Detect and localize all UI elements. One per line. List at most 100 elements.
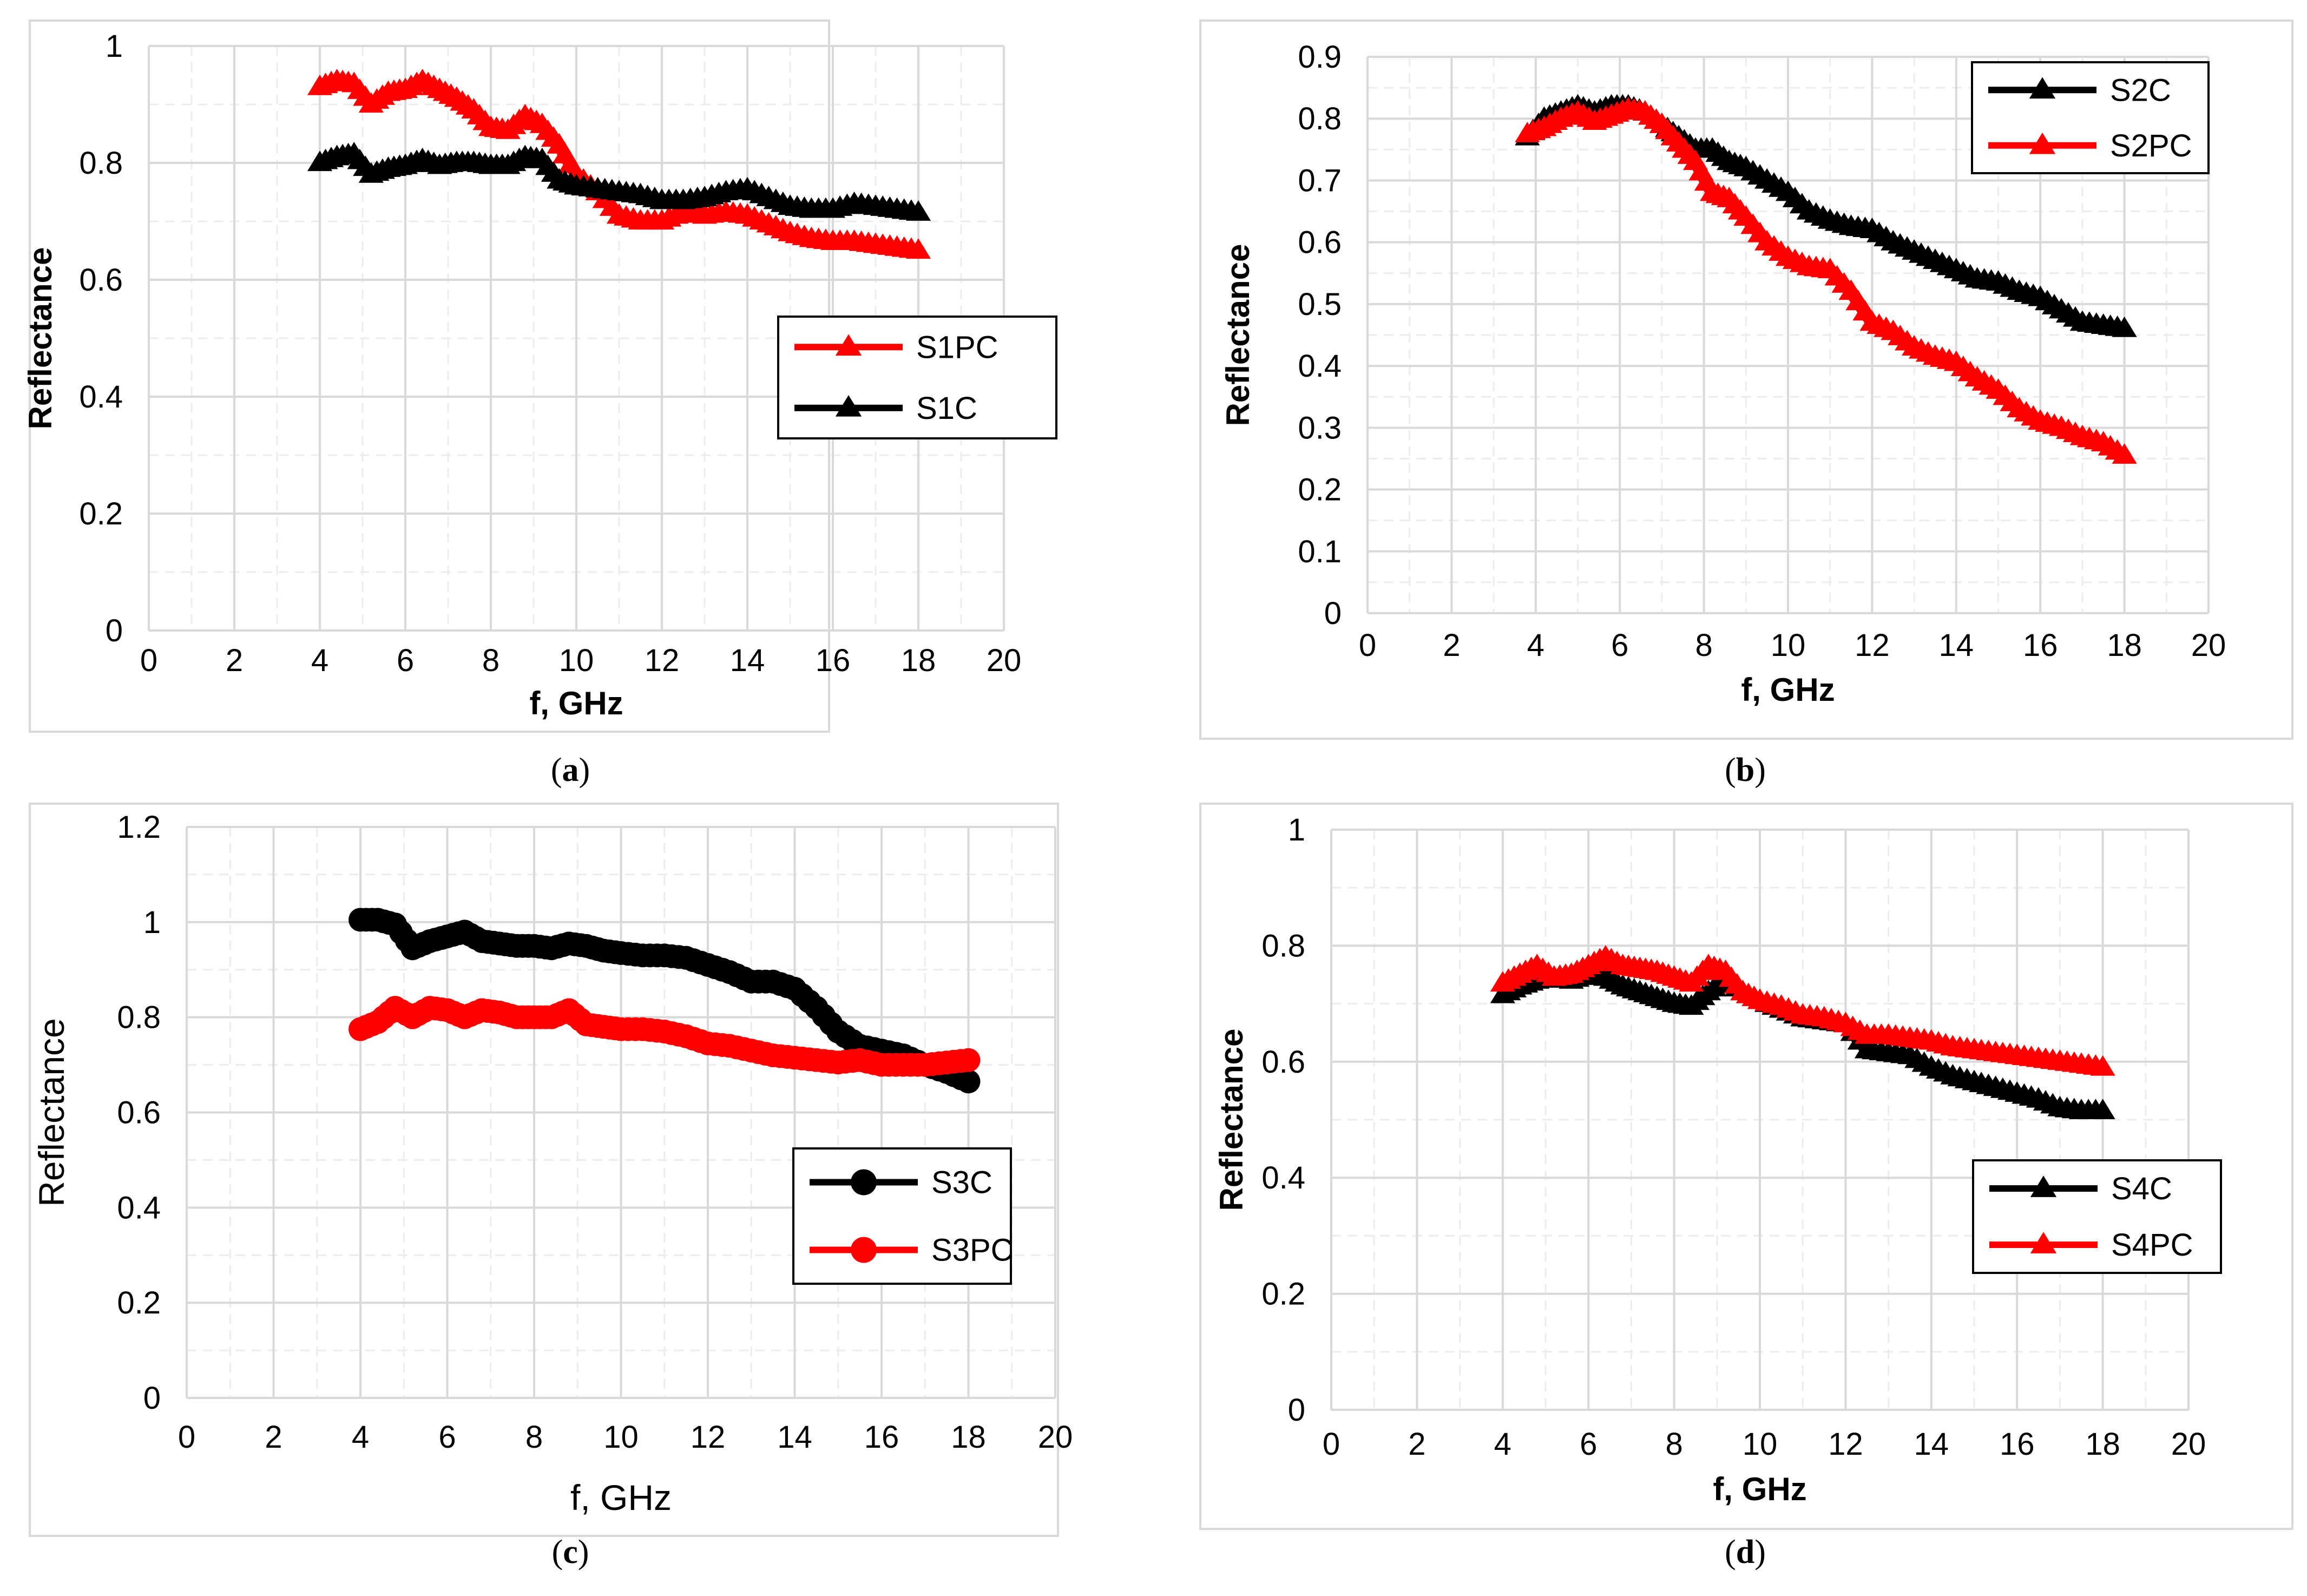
tick-labels: 0 2 4 6 8 10 12 14 16 18 20 0 0.2 0.4 0.6 0.8 1 (1261, 812, 2206, 1462)
x-axis-title: f, GHz (570, 1477, 672, 1518)
caption-paren-close: ) (1754, 1534, 1766, 1571)
series-S1C (307, 142, 931, 221)
tick-labels: 0 2 4 6 8 10 12 14 16 18 20 0 0.2 0.4 0.6 0.8 1 (79, 29, 1021, 678)
x-tick-label: 14 (730, 643, 765, 678)
x-tick-label: 0 (178, 1420, 195, 1455)
y-tick-label: 0.2 (1261, 1277, 1305, 1312)
caption-paren-open: ( (551, 752, 562, 789)
x-tick-label: 12 (691, 1420, 726, 1455)
legend-swatch-marker (2029, 132, 2056, 154)
y-tick-label: 0.6 (1298, 225, 1342, 260)
caption-letter: d (1736, 1534, 1754, 1571)
x-tick-label: 20 (2191, 628, 2226, 663)
series-S3C (349, 908, 981, 1094)
legend-label: S1PC (916, 330, 998, 365)
caption-letter: c (563, 1534, 578, 1571)
chart-panel-c: 0 2 4 6 8 10 12 14 16 18 20 0 0.2 0.4 0.6 0.8 1 1.2 f, GHz… (29, 803, 1073, 1571)
legend-swatch-marker (2030, 1175, 2057, 1197)
legend-swatch-marker (851, 1169, 877, 1196)
x-tick-label: 4 (1494, 1427, 1511, 1462)
x-tick-label: 20 (987, 643, 1022, 678)
caption-paren-close: ) (579, 752, 590, 789)
legend-label: S2C (2110, 73, 2171, 108)
x-tick-label: 4 (352, 1420, 369, 1455)
legend-box (792, 1147, 1012, 1285)
x-tick-label: 6 (1611, 628, 1628, 663)
legend-swatch-marker (835, 395, 862, 417)
y-tick-label: 0.8 (1261, 928, 1305, 963)
x-tick-label: 12 (1828, 1427, 1863, 1462)
x-tick-label: 18 (901, 643, 936, 678)
legend-label: S2PC (2110, 128, 2192, 163)
x-tick-label: 12 (645, 643, 680, 678)
legend-label: S4C (2111, 1171, 2172, 1206)
y-tick-label: 1.2 (117, 810, 161, 845)
legend-item: S1C (794, 391, 977, 426)
y-tick-label: 0.1 (1298, 534, 1342, 569)
legend: S4C S4PC (1972, 1159, 2222, 1274)
x-tick-label: 0 (1323, 1427, 1340, 1462)
chart-panel-a: 0 2 4 6 8 10 12 14 16 18 20 0 0.2 0.4 0.6 0.8 1 f, GHz Ref… (22, 19, 1057, 789)
x-tick-label: 16 (2000, 1427, 2035, 1462)
x-tick-label: 8 (525, 1420, 543, 1455)
series-S1PC (307, 69, 931, 259)
x-tick-label: 16 (816, 643, 851, 678)
data-point (2112, 443, 2137, 464)
y-tick-label: 1 (106, 29, 123, 64)
y-tick-label: 0 (1324, 596, 1342, 631)
y-tick-label: 0.5 (1298, 287, 1342, 322)
y-tick-label: 0.8 (79, 146, 123, 181)
y-tick-label: 0.6 (117, 1095, 161, 1131)
y-tick-label: 0.3 (1298, 410, 1342, 445)
x-tick-label: 10 (1743, 1427, 1778, 1462)
caption-paren-open: ( (1725, 1534, 1736, 1571)
x-tick-label: 10 (1771, 628, 1806, 663)
legend-swatch-marker (851, 1237, 877, 1263)
data-point (2090, 1055, 2115, 1076)
x-tick-label: 2 (226, 643, 243, 678)
legend-label: S4PC (2111, 1227, 2193, 1263)
y-tick-label: 0.2 (1298, 472, 1342, 508)
legend: S3C S3PC (792, 1147, 1014, 1285)
caption-paren-close: ) (578, 1534, 589, 1571)
panel-caption: (c) (552, 1534, 589, 1571)
tick-labels: 0 2 4 6 8 10 12 14 16 18 20 0 0.2 0.4 0.6 0.8 1 1.2 (117, 810, 1073, 1455)
data-point (905, 238, 931, 259)
caption-paren-open: ( (1725, 752, 1736, 789)
x-tick-label: 4 (311, 643, 328, 678)
y-axis-title: Reflectance (1220, 244, 1256, 426)
y-tick-label: 0.4 (1261, 1160, 1305, 1196)
legend-item: S3PC (810, 1233, 1014, 1268)
x-tick-label: 0 (140, 643, 157, 678)
x-tick-label: 20 (2171, 1427, 2206, 1462)
x-tick-label: 8 (482, 643, 499, 678)
y-tick-label: 0.4 (1298, 349, 1342, 384)
panel-caption: (a) (551, 752, 590, 789)
legend-box (777, 316, 1057, 439)
x-tick-label: 18 (951, 1420, 986, 1455)
y-tick-label: 0.8 (117, 1000, 161, 1035)
x-tick-label: 16 (2023, 628, 2058, 663)
x-tick-label: 12 (1855, 628, 1890, 663)
y-tick-label: 0.9 (1298, 40, 1342, 75)
legend-label: S1C (916, 391, 977, 426)
x-tick-label: 4 (1527, 628, 1544, 663)
x-axis-title: f, GHz (529, 685, 623, 721)
x-tick-label: 14 (1939, 628, 1974, 663)
series-S2PC (1515, 97, 2137, 464)
x-tick-label: 8 (1665, 1427, 1682, 1462)
legend-label: S3C (931, 1165, 993, 1200)
x-tick-label: 6 (1580, 1427, 1597, 1462)
legend-swatch-marker (2029, 77, 2056, 99)
data-point (956, 1048, 981, 1072)
legend-item: S4C (1989, 1171, 2172, 1206)
legend-item: S1PC (794, 330, 998, 365)
y-tick-label: 0.2 (117, 1285, 161, 1321)
data-point (2090, 1099, 2115, 1120)
x-tick-label: 8 (1695, 628, 1712, 663)
x-tick-label: 6 (397, 643, 414, 678)
x-tick-label: 2 (1443, 628, 1460, 663)
y-tick-label: 0 (1288, 1393, 1305, 1428)
legend-swatch-marker (835, 334, 862, 356)
